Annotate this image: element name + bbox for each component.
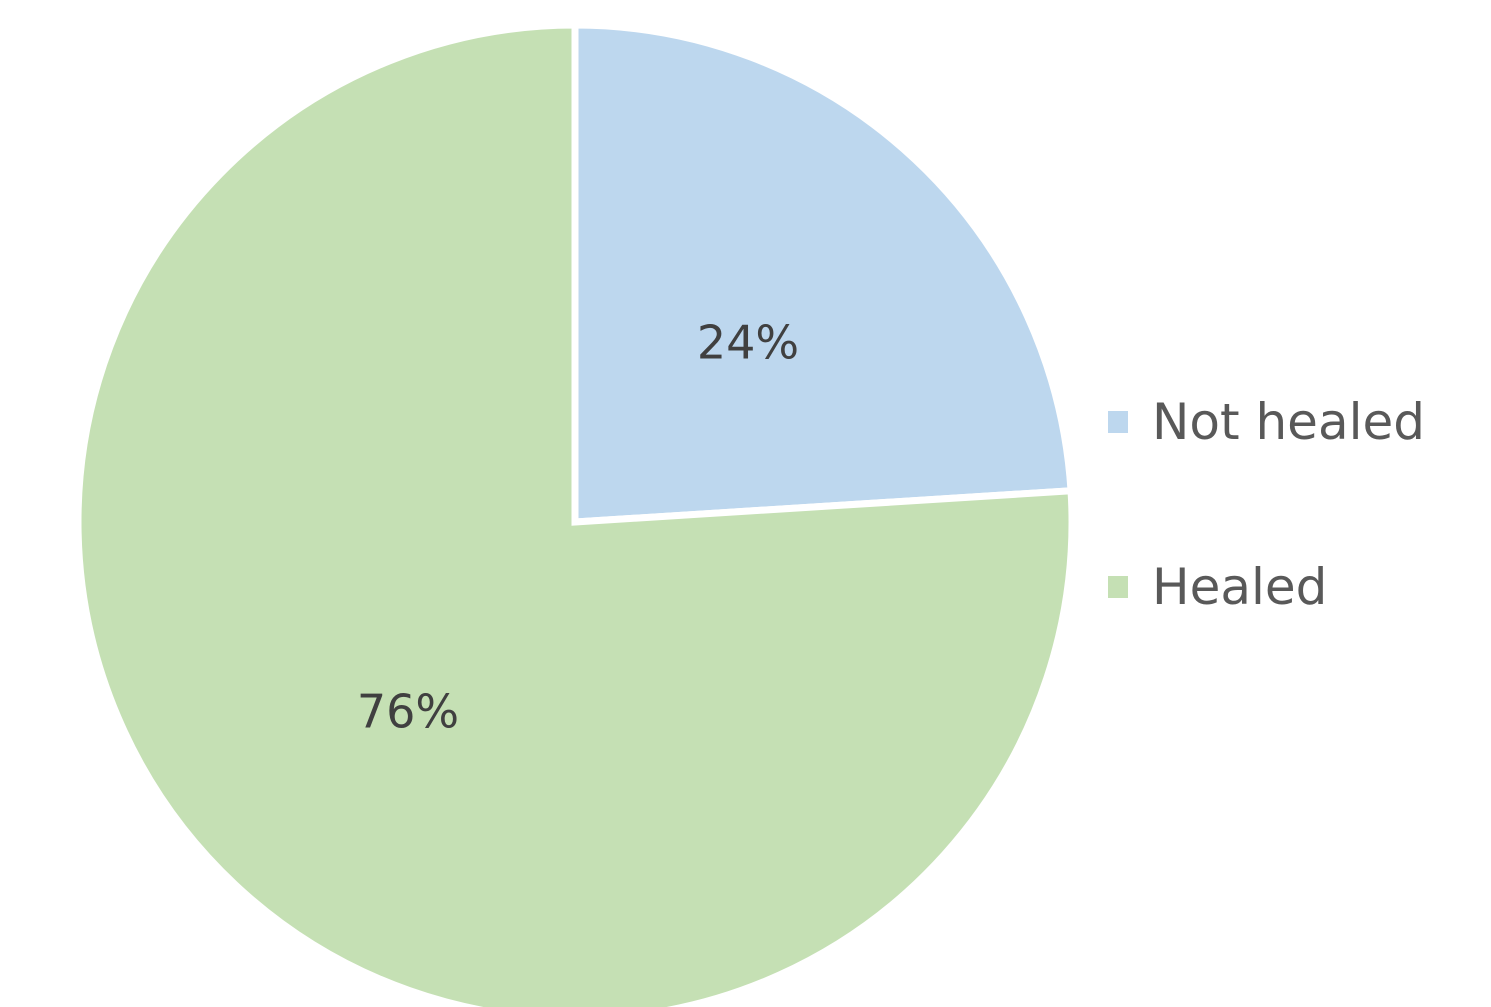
legend-label-not-healed: Not healed <box>1152 393 1425 451</box>
legend: Not healed Healed <box>1108 392 1425 722</box>
legend-label-healed: Healed <box>1152 558 1328 616</box>
data-label-healed: 76% <box>357 685 459 739</box>
legend-swatch-not-healed <box>1108 411 1128 433</box>
pie-slice-not-healed <box>571 21 1075 526</box>
legend-item-not-healed: Not healed <box>1108 392 1425 452</box>
legend-item-healed: Healed <box>1108 557 1425 617</box>
pie-slice-healed <box>74 21 1076 1007</box>
legend-swatch-healed <box>1108 576 1128 598</box>
data-label-not-healed: 24% <box>697 316 799 370</box>
